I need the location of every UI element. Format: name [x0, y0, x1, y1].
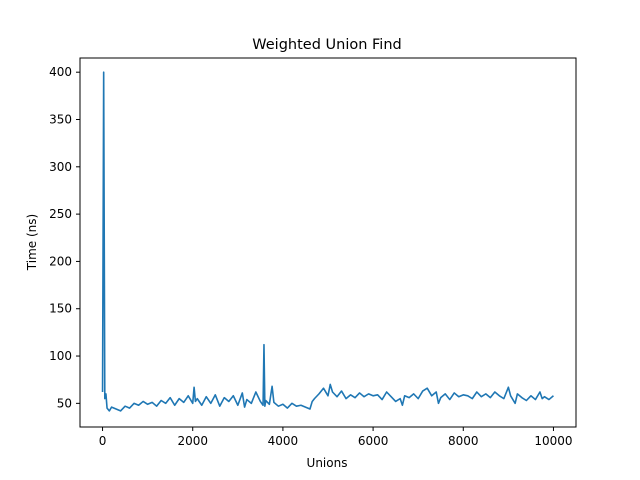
y-tick-label: 350 [49, 113, 72, 127]
y-tick-label: 300 [49, 160, 72, 174]
y-tick-label: 200 [49, 254, 72, 268]
y-tick-label: 150 [49, 302, 72, 316]
y-tick-label: 400 [49, 65, 72, 79]
y-axis: 50 100 150 200 250 300 350 400 [49, 65, 80, 410]
y-tick-label: 250 [49, 207, 72, 221]
x-axis: 0 2000 4000 6000 8000 10000 [99, 427, 573, 448]
x-axis-label: Unions [307, 456, 348, 470]
plot-frame [79, 57, 577, 428]
chart-title: Weighted Union Find [252, 37, 401, 53]
x-tick-label: 10000 [534, 434, 572, 448]
x-tick-label: 6000 [358, 434, 389, 448]
x-tick-label: 4000 [268, 434, 299, 448]
y-axis-label: Time (ns) [25, 214, 39, 271]
y-tick-label: 50 [57, 396, 72, 410]
series-line [101, 71, 554, 412]
x-tick-label: 0 [99, 434, 107, 448]
x-tick-label: 8000 [448, 434, 479, 448]
x-tick-label: 2000 [177, 434, 208, 448]
y-tick-label: 100 [49, 349, 72, 363]
